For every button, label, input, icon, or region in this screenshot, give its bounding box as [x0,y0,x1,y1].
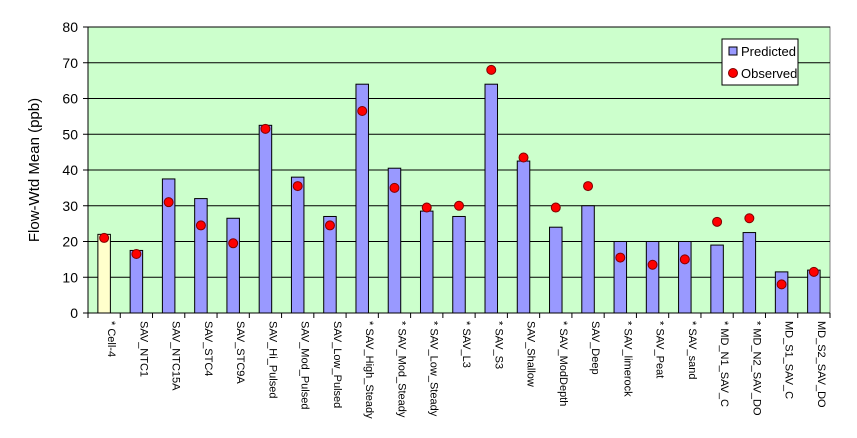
marker-observed [712,216,723,227]
bar-predicted [774,271,789,314]
marker-observed [195,220,206,231]
bar-predicted [710,244,724,314]
marker-observed [615,252,626,263]
marker-observed [647,259,658,270]
y-axis-title: Flow-Wtd Mean (ppb) [26,98,43,242]
gridlines [88,26,830,278]
bar-predicted [645,241,660,314]
x-tick-label: SAV_Mod_Pulsed [299,321,311,409]
marker-observed [389,182,400,193]
x-tick-label: MD_S1_SAV_C [783,321,795,399]
x-tick-label: MD_S2_SAV_DO [815,321,827,408]
legend-predicted-label: Predicted [741,44,796,59]
bar-predicted [419,210,434,314]
y-tick-label: 80 [62,19,78,35]
marker-observed [744,213,755,224]
x-tick-label: * SAV_limerock [621,321,633,397]
marker-observed [357,106,368,117]
observed-series [99,64,819,290]
x-tick-label: SAV_NTC1 [137,321,149,377]
y-tick-label: 40 [62,162,78,178]
marker-observed [454,200,464,211]
x-tick-labels: * Cell-4 SAV_NTC1 SAV_NTC15A SAV_STC4 SAV_ST… [87,313,831,419]
bar-predicted [258,124,273,314]
marker-observed [518,152,529,163]
x-tick-label: * MD_N2_SAV_DO [750,321,762,416]
y-tick-label: 70 [62,55,78,71]
y-tick-label: 10 [62,269,78,285]
x-tick-label: * SAV_S3 [492,321,504,369]
x-tick-label: * SAV_Mod_Steady [395,321,407,418]
bar-predicted [742,232,757,314]
x-tick-label: * SAV_L3 [460,321,472,368]
bar-predicted [678,241,692,314]
bar-predicted [516,160,531,314]
x-tick-label: * SAV_Peat [654,321,666,378]
bar-predicted [226,217,240,314]
marker-observed [99,232,110,243]
bar-series [97,83,821,314]
x-tick-label: SAV_STC9A [234,321,246,384]
legend: Predicted Observed [721,38,799,86]
y-tick-label: 30 [62,198,78,214]
marker-observed [324,220,335,231]
marker-observed [421,202,432,213]
bar-predicted [484,83,499,314]
x-tick-label: * MD_N1_SAV_C [718,321,730,407]
bar-predicted [194,198,208,314]
bar-predicted [129,249,144,314]
x-tick-label: SAV_Hi_Pulsed [266,321,278,398]
y-tick-label: 20 [62,234,78,250]
y-tick-label: 60 [62,91,78,107]
marker-observed [292,181,303,192]
marker-observed [808,266,819,277]
x-tick-label: * SAV_ModDepth [557,321,569,406]
x-tick-label: * SAV_sand [686,321,698,380]
legend-observed-label: Observed [741,66,797,81]
marker-observed [131,249,142,260]
bar-predicted [97,233,111,314]
marker-observed [228,238,239,249]
x-tick-label: SAV_Low_Pulsed [331,321,343,408]
x-tick-label: * SAV_Low_Steady [428,321,440,417]
marker-observed [776,279,787,290]
y-tick-labels: 0 10 20 30 40 50 60 70 80 [62,19,88,321]
bar-predicted [323,215,337,314]
marker-observed [550,202,561,213]
marker-observed [679,254,690,265]
bar-predicted [355,83,369,314]
legend-predicted-swatch [728,46,738,56]
x-tick-label: * SAV_High_Steady [363,321,375,419]
legend-observed-marker [728,68,738,78]
y-tick-label: 0 [70,305,78,321]
marker-observed [163,197,174,208]
bar-predicted [581,205,595,314]
bar-predicted [452,215,466,314]
marker-observed [486,64,497,75]
bar-predicted [290,176,305,314]
x-tick-label: SAV_Deep [589,321,601,375]
x-tick-label: * Cell-4 [105,321,117,357]
y-tick-label: 50 [62,126,78,142]
bar-predicted [613,241,628,314]
marker-observed [260,123,271,134]
bar-predicted [549,226,563,314]
x-tick-label: SAV_Shallow [525,321,537,387]
x-tick-label: SAV_STC4 [202,321,214,376]
x-tick-label: SAV_NTC15A [170,321,182,391]
marker-observed [583,181,594,192]
